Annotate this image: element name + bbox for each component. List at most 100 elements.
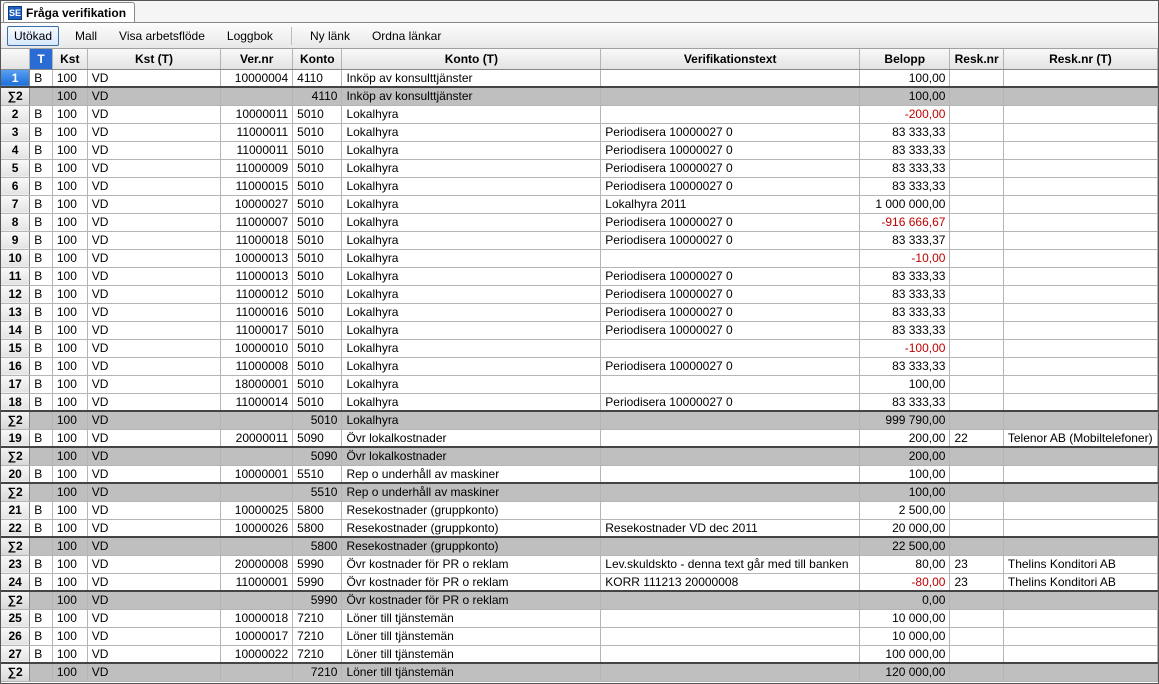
cell-t[interactable]: B [30,429,53,447]
cell-vtext[interactable] [601,69,860,87]
cell-t[interactable]: B [30,393,53,411]
cell-belopp[interactable]: 10 000,00 [860,627,950,645]
cell-belopp[interactable]: 2 500,00 [860,501,950,519]
cell-konto[interactable]: 5010 [293,159,342,177]
cell-resknr[interactable] [950,627,1003,645]
cell-belopp[interactable]: -916 666,67 [860,213,950,231]
cell-resknr[interactable] [950,519,1003,537]
cell-konto[interactable]: 4110 [293,69,342,87]
cell-kst[interactable]: 100 [52,267,87,285]
cell-resknr-t[interactable] [1003,537,1157,555]
cell-ver[interactable]: 10000001 [221,465,293,483]
summary-row[interactable]: ∑2100VD7210Löner till tjänstemän120 000,… [1,663,1158,681]
cell-resknr-t[interactable]: Telenor AB (Mobiltelefoner) [1003,429,1157,447]
cell-kst[interactable]: 100 [52,573,87,591]
cell-t[interactable] [30,663,53,681]
cell-resknr[interactable] [950,177,1003,195]
summary-row[interactable]: ∑2100VD4110Inköp av konsulttjänster100,0… [1,87,1158,105]
cell-konto[interactable]: 5010 [293,105,342,123]
cell-belopp[interactable]: 999 790,00 [860,411,950,429]
cell-t[interactable]: B [30,357,53,375]
table-row[interactable]: 27B100VD100000227210Löner till tjänstemä… [1,645,1158,663]
table-row[interactable]: 23B100VD200000085990Övr kostnader för PR… [1,555,1158,573]
cell-konto[interactable]: 4110 [293,87,342,105]
cell-konto-t[interactable]: Lokalhyra [342,303,601,321]
table-row[interactable]: 14B100VD110000175010LokalhyraPeriodisera… [1,321,1158,339]
cell-resknr[interactable] [950,105,1003,123]
table-row[interactable]: 20B100VD100000015510Rep o underhåll av m… [1,465,1158,483]
cell-resknr[interactable] [950,483,1003,501]
cell-resknr[interactable] [950,159,1003,177]
cell-ver[interactable]: 10000011 [221,105,293,123]
cell-konto[interactable]: 5010 [293,375,342,393]
toolbar-ny-lank[interactable]: Ny länk [304,27,356,45]
cell-t[interactable] [30,87,53,105]
table-row[interactable]: 21B100VD100000255800Resekostnader (grupp… [1,501,1158,519]
table-row[interactable]: 12B100VD110000125010LokalhyraPeriodisera… [1,285,1158,303]
cell-konto-t[interactable]: Lokalhyra [342,231,601,249]
cell-konto[interactable]: 5010 [293,411,342,429]
cell-konto[interactable]: 5010 [293,285,342,303]
cell-ver[interactable]: 11000007 [221,213,293,231]
summary-row[interactable]: ∑2100VD5510Rep o underhåll av maskiner10… [1,483,1158,501]
cell-konto-t[interactable]: Inköp av konsulttjänster [342,69,601,87]
cell-belopp[interactable]: 20 000,00 [860,519,950,537]
table-row[interactable]: 26B100VD100000177210Löner till tjänstemä… [1,627,1158,645]
cell-belopp[interactable]: 200,00 [860,429,950,447]
cell-t[interactable] [30,591,53,609]
cell-konto[interactable]: 5800 [293,519,342,537]
cell-konto-t[interactable]: Lokalhyra [342,105,601,123]
cell-vtext[interactable] [601,501,860,519]
toolbar-visa-arbetsflode[interactable]: Visa arbetsflöde [113,27,211,45]
cell-kst[interactable]: 100 [52,285,87,303]
cell-ver[interactable] [221,483,293,501]
cell-resknr-t[interactable] [1003,69,1157,87]
cell-konto-t[interactable]: Lokalhyra [342,339,601,357]
toolbar-ordna-lankar[interactable]: Ordna länkar [366,27,447,45]
tab-fraga-verifikation[interactable]: SE Fråga verifikation [3,2,135,22]
table-row[interactable]: 4B100VD110000115010LokalhyraPeriodisera … [1,141,1158,159]
cell-ver[interactable] [221,591,293,609]
cell-kst-t[interactable]: VD [87,231,221,249]
cell-resknr-t[interactable] [1003,447,1157,465]
table-row[interactable]: 5B100VD110000095010LokalhyraPeriodisera … [1,159,1158,177]
cell-t[interactable]: B [30,519,53,537]
cell-belopp[interactable]: 83 333,33 [860,393,950,411]
cell-konto-t[interactable]: Resekostnader (gruppkonto) [342,519,601,537]
cell-konto-t[interactable]: Övr kostnader för PR o reklam [342,591,601,609]
toolbar-utokad[interactable]: Utökad [7,26,59,46]
cell-vtext[interactable] [601,447,860,465]
row-number[interactable]: 12 [1,285,30,303]
row-number[interactable]: 2 [1,105,30,123]
col-vtext[interactable]: Verifikationstext [601,49,860,69]
cell-konto[interactable]: 5990 [293,555,342,573]
cell-kst[interactable]: 100 [52,609,87,627]
cell-konto-t[interactable]: Löner till tjänstemän [342,627,601,645]
cell-resknr[interactable] [950,321,1003,339]
cell-kst[interactable]: 100 [52,537,87,555]
cell-vtext[interactable]: Periodisera 10000027 0 [601,321,860,339]
cell-konto-t[interactable]: Lokalhyra [342,123,601,141]
cell-resknr[interactable]: 23 [950,573,1003,591]
cell-konto-t[interactable]: Lokalhyra [342,213,601,231]
row-number[interactable]: 21 [1,501,30,519]
cell-t[interactable] [30,447,53,465]
cell-konto-t[interactable]: Löner till tjänstemän [342,645,601,663]
row-number[interactable]: ∑2 [1,411,30,429]
cell-kst[interactable]: 100 [52,231,87,249]
cell-resknr-t[interactable]: Thelins Konditori AB [1003,573,1157,591]
cell-konto[interactable]: 5010 [293,339,342,357]
cell-kst[interactable]: 100 [52,105,87,123]
cell-ver[interactable]: 11000014 [221,393,293,411]
cell-kst[interactable]: 100 [52,303,87,321]
cell-kst-t[interactable]: VD [87,591,221,609]
row-number[interactable]: 11 [1,267,30,285]
cell-resknr[interactable] [950,645,1003,663]
cell-t[interactable]: B [30,627,53,645]
cell-belopp[interactable]: 100,00 [860,465,950,483]
cell-belopp[interactable]: 0,00 [860,591,950,609]
cell-ver[interactable]: 11000015 [221,177,293,195]
cell-resknr[interactable] [950,303,1003,321]
cell-kst-t[interactable]: VD [87,447,221,465]
row-number[interactable]: 19 [1,429,30,447]
